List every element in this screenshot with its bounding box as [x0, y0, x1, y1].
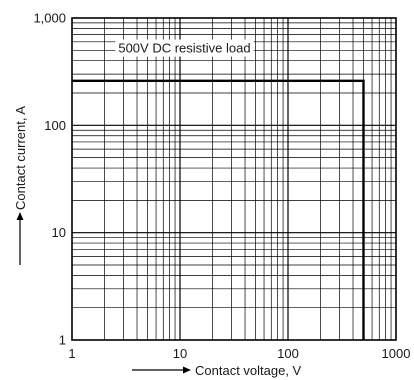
annotation-group: 500V DC resistive load: [115, 39, 254, 57]
y-tick-labels: 1 10 100 1,000: [33, 11, 66, 348]
y-tick-label: 1,000: [33, 11, 66, 26]
y-axis-label: Contact current, A: [13, 106, 28, 210]
x-tick-label: 10: [173, 346, 187, 361]
grid-major: [72, 18, 396, 340]
y-tick-label: 10: [52, 225, 66, 240]
series-layer: [72, 79, 365, 340]
x-tick-labels: 1 10 100 1000: [68, 346, 410, 361]
y-axis-arrow-icon: [16, 212, 24, 220]
series-line: [72, 79, 365, 340]
x-axis-title: Contact voltage, V: [132, 363, 302, 378]
annotation-background: [115, 39, 254, 57]
annotation-label: 500V DC resistive load: [118, 41, 250, 56]
grid-minor: [72, 18, 396, 340]
x-axis-arrow-icon: [183, 366, 191, 374]
x-axis-label: Contact voltage, V: [195, 363, 302, 378]
x-tick-label: 1000: [382, 346, 411, 361]
y-tick-label: 100: [44, 118, 66, 133]
x-tick-label: 1: [68, 346, 75, 361]
plot-frame: [71, 17, 397, 341]
y-axis-title: Contact current, A: [13, 106, 28, 265]
y-tick-label: 1: [59, 333, 66, 348]
x-tick-label: 100: [277, 346, 299, 361]
